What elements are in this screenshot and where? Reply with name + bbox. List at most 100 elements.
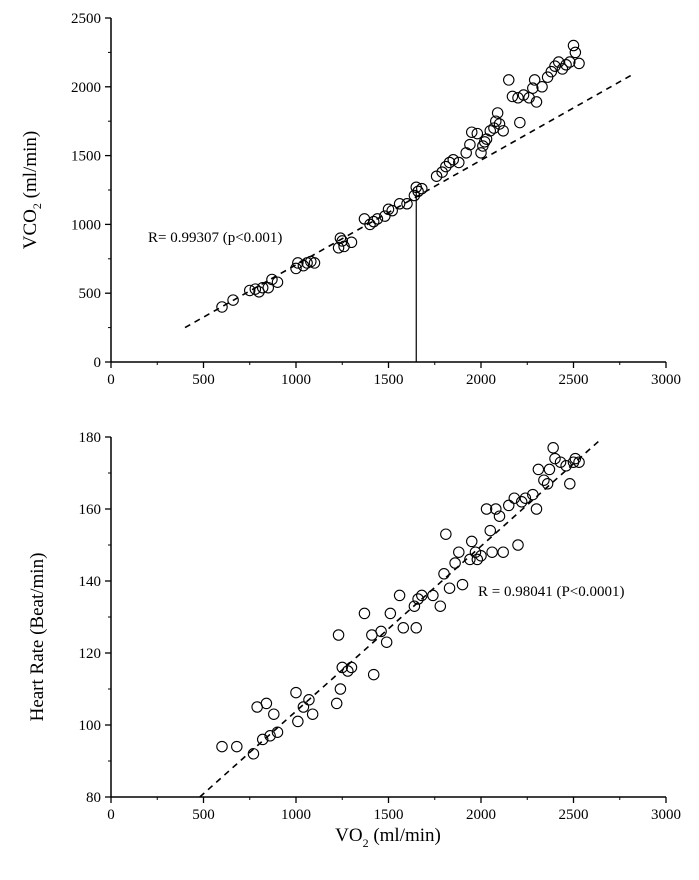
chart-hr-data-point — [367, 668, 380, 681]
chart-hr-data-point — [268, 708, 280, 720]
chart-hr-data-point — [564, 478, 576, 490]
chart-hr-data-point — [393, 589, 406, 602]
chart-hr-y-tick-label: 180 — [79, 430, 102, 446]
chart-hr-y-tick-label: 100 — [79, 718, 102, 734]
chart-hr-data-point — [345, 661, 358, 674]
chart-hr-data-point — [303, 694, 315, 706]
chart-hr-y-tick-label: 140 — [79, 574, 102, 590]
chart-vco2-data-point — [292, 257, 304, 269]
chart-vco2-data-point — [569, 46, 582, 59]
chart-vco2-data-point — [536, 81, 548, 93]
chart-vco2-x-tick-label: 1500 — [374, 372, 404, 388]
chart-hr-data-point — [486, 546, 498, 558]
chart-vco2-data-point — [530, 96, 543, 108]
chart-vco2-data-point — [271, 276, 284, 288]
chart-hr-data-point — [216, 740, 228, 753]
chart-vco2-data-point — [364, 218, 376, 231]
chart-vco2-data-point — [465, 126, 478, 138]
chart-hr-data-point — [336, 661, 348, 674]
chart-vco2-x-tick-label: 2000 — [466, 372, 496, 388]
chart-hr-data-point — [306, 708, 319, 720]
chart-vco2-data-point — [490, 115, 502, 127]
chart-vco2-data-point — [512, 92, 524, 104]
chart-vco2-data-point — [564, 56, 576, 68]
chart-hr-data-point — [475, 550, 487, 562]
chart-vco2-y-tick-label: 500 — [79, 286, 102, 302]
chart-hr-y-tick-label: 120 — [79, 646, 102, 662]
chart-hr-data-point — [480, 503, 493, 515]
chart-vco2-data-point — [560, 59, 572, 71]
chart-vco2-data-point — [244, 284, 256, 297]
chart-hr-data-point — [410, 622, 422, 634]
chart-vco2-data-point — [497, 125, 509, 137]
chart-hr-data-point — [440, 528, 452, 540]
chart-vco2-trendline — [184, 73, 634, 329]
chart-hr-data-point — [530, 503, 543, 515]
chart-hr-data-point — [290, 686, 302, 699]
chart-vco2-data-point — [308, 257, 321, 269]
chart-vco2-x-tick-label: 3000 — [651, 372, 681, 388]
chart-hr-x-tick-label: 1500 — [374, 807, 404, 823]
chart-vco2-data-point — [253, 286, 265, 298]
chart-hr-data-point — [330, 697, 343, 710]
chart-vco2-data-point — [412, 185, 424, 198]
chart-vco2-data-point — [506, 90, 519, 103]
chart-vco2-data-point — [371, 213, 384, 225]
chart-vco2-data-point — [443, 156, 456, 169]
chart-hr-data-point — [547, 442, 559, 454]
chart-vco2-data-point — [386, 204, 398, 217]
chart-vco2-data-point — [460, 147, 472, 159]
chart-hr-data-point — [264, 730, 276, 742]
chart-hr-data-point — [569, 452, 582, 465]
chart-vco2-data-point — [249, 283, 262, 295]
chart-vco2-data-point — [453, 156, 465, 169]
chart-hr-data-point — [443, 582, 456, 594]
chart-hr-x-tick-label: 3000 — [651, 807, 681, 823]
chart-vco2-data-point — [408, 189, 421, 202]
chart-vco2-data-point — [549, 60, 561, 72]
chart-vco2-annotation: R= 0.99307 (p<0.001) — [148, 230, 282, 246]
chart-hr-data-point — [560, 460, 572, 472]
chart-hr-data-point — [271, 726, 284, 738]
chart-hr-data-point — [464, 553, 476, 566]
chart-hr-x-axis-title: VO2 (ml/min) — [335, 825, 441, 850]
chart-hr-data-point — [493, 510, 506, 522]
chart-vco2-data-point — [552, 56, 565, 68]
chart-hr-x-tick-label: 1000 — [281, 807, 311, 823]
chart-hr-data-point — [334, 683, 347, 695]
chart-vco2-data-point — [290, 262, 302, 275]
chart-vco2-y-tick-label: 1000 — [71, 217, 101, 233]
chart-hr-data-point — [543, 463, 556, 476]
chart-hr-data-point — [380, 636, 393, 648]
chart-vco2-data-point — [266, 273, 278, 286]
chart-hr-data-point — [549, 452, 561, 465]
chart-hr-data-point — [527, 488, 539, 501]
chart-vco2-data-point — [447, 153, 459, 166]
chart-hr-trendline — [199, 440, 600, 798]
chart-hr-data-point — [438, 568, 450, 580]
chart-vco2-data-point — [379, 210, 391, 222]
chart-hr-data-point — [342, 665, 354, 677]
chart-hr-x-tick-label: 0 — [107, 807, 115, 823]
chart-vco2-data-point — [514, 116, 526, 129]
chart-hr-data-point — [453, 546, 465, 558]
chart-hr-data-point — [512, 539, 524, 551]
chart-hr-data-point — [434, 600, 447, 612]
chart-hr-data-point — [231, 740, 243, 753]
chart-hr-data-point — [397, 622, 410, 634]
chart-vco2-data-point — [484, 125, 496, 137]
chart-vco2-data-point — [440, 160, 452, 173]
chart-hr-data-point — [519, 492, 532, 504]
chart-vco2-data-point — [475, 147, 487, 159]
chart-vco2-data-point — [567, 39, 580, 52]
chart-vco2-data-point — [367, 215, 380, 228]
chart-hr-y-tick-label: 160 — [79, 502, 102, 518]
chart-hr-x-tick-label: 2500 — [559, 807, 589, 823]
chart-vco2-data-point — [345, 236, 358, 249]
chart-vco2-data-point — [401, 198, 413, 210]
chart-vco2-x-tick-label: 0 — [107, 372, 115, 388]
chart-vco2-x-tick-label: 1000 — [281, 372, 311, 388]
chart-hr-y-tick-label: 80 — [86, 790, 101, 806]
chart-vco2-data-point — [573, 57, 585, 70]
